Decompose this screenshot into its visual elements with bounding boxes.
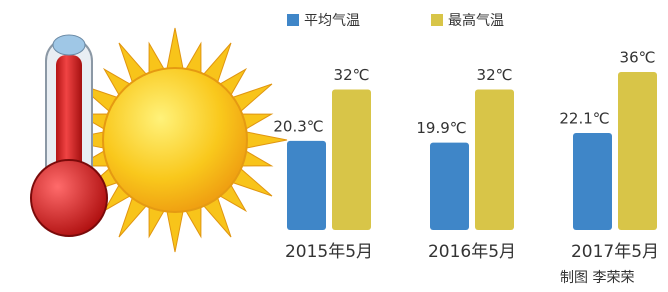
sun (103, 68, 247, 212)
legend-label: 平均气温 (304, 13, 360, 29)
sun-ray (166, 207, 184, 252)
bar (332, 90, 371, 230)
value-label: 20.3℃ (273, 117, 323, 135)
thermometer-bulb (31, 160, 107, 236)
thermometer-cap (53, 35, 85, 55)
value-label: 22.1℃ (559, 110, 609, 128)
legend-swatch (287, 14, 299, 26)
legend-label: 最高气温 (448, 12, 504, 29)
value-label: 32℃ (477, 66, 513, 84)
value-label: 19.9℃ (416, 119, 466, 137)
value-label: 32℃ (334, 66, 370, 84)
x-tick-label: 2016年5月 (428, 242, 516, 262)
bar (430, 143, 469, 230)
bar (287, 141, 326, 230)
x-tick-label: 2015年5月 (285, 242, 373, 262)
sun-ray (166, 28, 184, 73)
x-tick-label: 2017年5月 (571, 242, 659, 262)
chart: 制图 李荣荣 平均气温 最高气温 20.3℃ 32℃ 2015年5月 19.9℃ 32℃ 20… (0, 0, 668, 292)
value-label: 36℃ (620, 49, 656, 67)
legend-swatch (431, 14, 443, 26)
bar (618, 72, 657, 230)
bar (573, 133, 612, 230)
bar (475, 90, 514, 230)
credit: 制图 李荣荣 (560, 270, 634, 286)
